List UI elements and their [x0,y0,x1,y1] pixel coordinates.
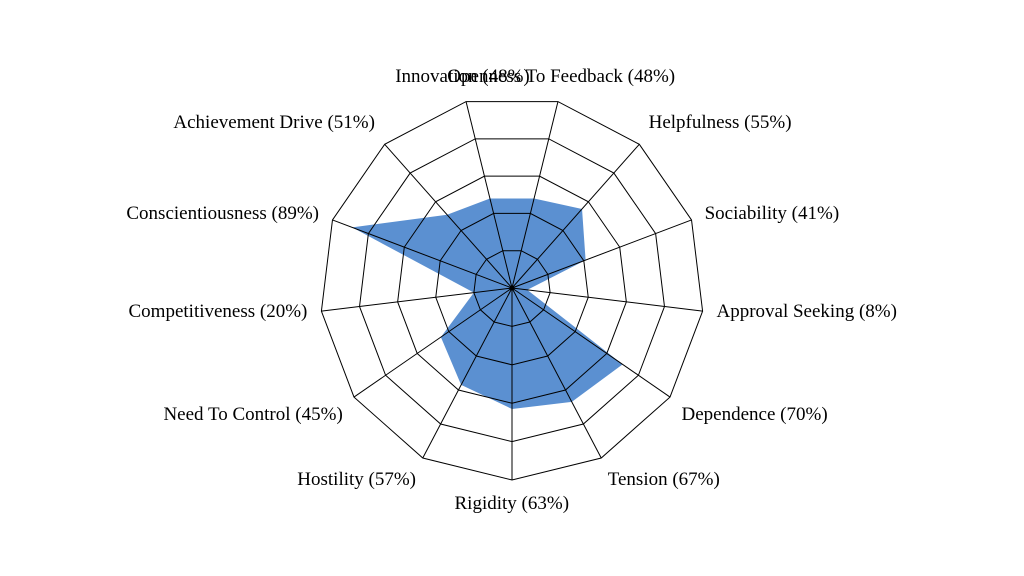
center-dot [510,286,515,291]
radar-chart [0,0,1024,576]
radar-chart-container: Innovation (48%)Openness To Feedback (48… [0,0,1024,576]
